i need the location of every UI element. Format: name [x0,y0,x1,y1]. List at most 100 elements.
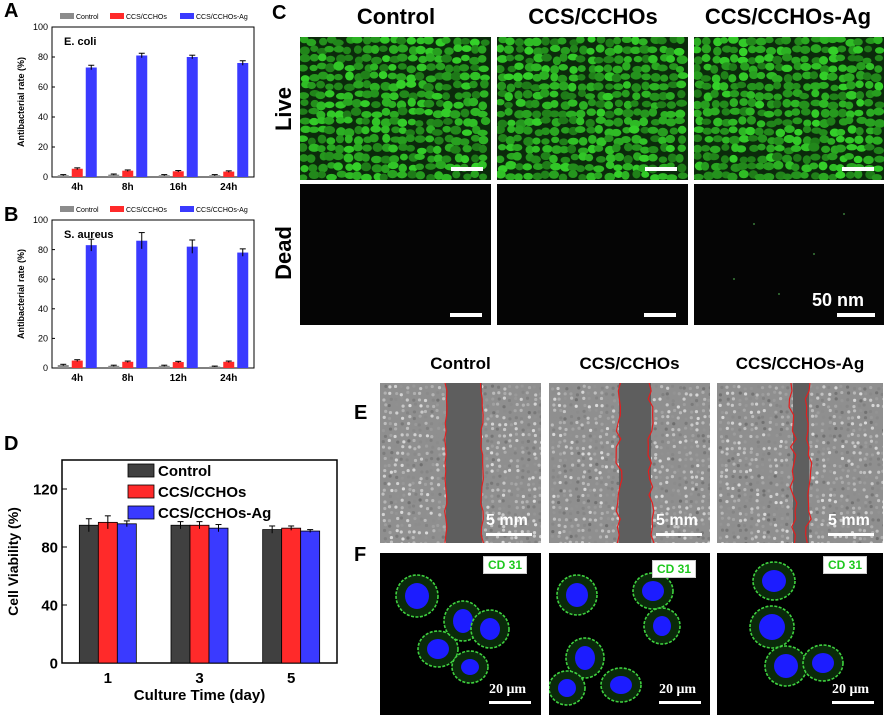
live-cell [603,64,613,73]
live-cell [570,153,580,161]
cell-dot [822,385,826,389]
cell-dot [382,528,387,533]
cell-dot [532,519,536,523]
cell-dot [749,450,753,454]
live-cell [803,83,812,91]
cell-dot [815,471,819,475]
cell-dot [785,522,789,526]
cell-dot [852,386,857,391]
live-cell [541,138,550,145]
cell-dot [750,542,754,543]
cell-dot [587,385,591,390]
cell-dot [425,434,430,438]
live-cell [874,47,884,54]
bar-ccs-cchos-ag-3 [208,527,229,664]
cell-dot [707,451,710,456]
live-cell [621,89,630,98]
cell-dot [558,505,562,510]
cell-dot [738,422,742,426]
cell-dot [653,506,657,510]
cell-dot [557,464,561,469]
live-cell [370,125,382,133]
live-cell [802,125,812,134]
live-cell [343,145,355,153]
cell-dot [863,416,868,420]
cell-dot [586,421,590,425]
cell-dot [688,451,692,455]
y-tick-label: 0 [43,172,48,182]
live-cell [453,37,463,47]
cell-dot [612,493,616,497]
cell-dot [558,510,562,514]
cell-dot [666,386,670,390]
cell-dot [676,405,680,409]
live-cell [604,119,614,127]
live-cell [575,55,586,63]
cell-dot [490,524,494,528]
cell-dot [820,475,825,479]
cell-dot [682,529,686,533]
cell-dot [733,499,737,503]
cell-dot [677,505,682,509]
cell-dot [672,506,676,510]
cell-dot [587,469,591,473]
cell-dot [749,447,754,451]
live-cell [477,54,487,63]
live-cell [811,89,820,98]
cell-dot [678,440,682,444]
live-cell [506,83,516,93]
cell-dot [876,451,880,455]
cell-dot [840,456,845,461]
cell-dot [695,393,699,397]
cell-dot [533,487,537,491]
bar-control-8h [108,174,120,177]
cell-dot [521,390,525,394]
live-cell [826,72,838,81]
cell-dot [558,426,562,430]
cell-dot [558,440,562,444]
live-cell [397,44,409,53]
cell-dot [502,434,507,438]
live-cell [452,57,462,64]
cell-dot [655,445,659,449]
live-cell [603,55,615,64]
cell-dot [502,396,506,400]
live-cell [729,98,739,107]
live-cell [378,45,388,52]
cell-dot [426,512,430,516]
cell-dot [742,447,747,451]
live-cell [783,73,793,83]
live-cell [332,39,344,47]
cell-dot [424,488,429,493]
cell-dot [859,399,863,403]
cell-dot [521,475,525,479]
live-cell [719,82,729,91]
cell-dot [413,433,417,437]
cell-dot [653,421,658,425]
cell-dot [503,391,507,396]
cell-dot [750,531,754,535]
live-cell [710,64,719,74]
cell-dot [744,475,748,479]
cell-dot [417,423,421,427]
live-cell [478,154,488,162]
cell-dot [483,528,488,532]
cell-dot [381,445,386,449]
cell-dot [660,494,664,498]
cell-dot [533,415,538,419]
cell-dot [418,414,422,418]
cell-dot [676,421,681,426]
live-cell [701,161,710,171]
live-cell [650,135,661,143]
cell-dot [666,457,671,461]
cd31-image-ccs-cchos [549,553,710,715]
cell-dot [690,398,694,402]
live-cell [775,128,786,138]
cell-dot [412,468,416,472]
live-cell [551,136,560,144]
cell-dot [553,481,557,485]
cell-dot [576,523,580,527]
cell-dot [720,511,724,515]
live-cell [836,128,846,136]
cell-dot [393,434,397,439]
